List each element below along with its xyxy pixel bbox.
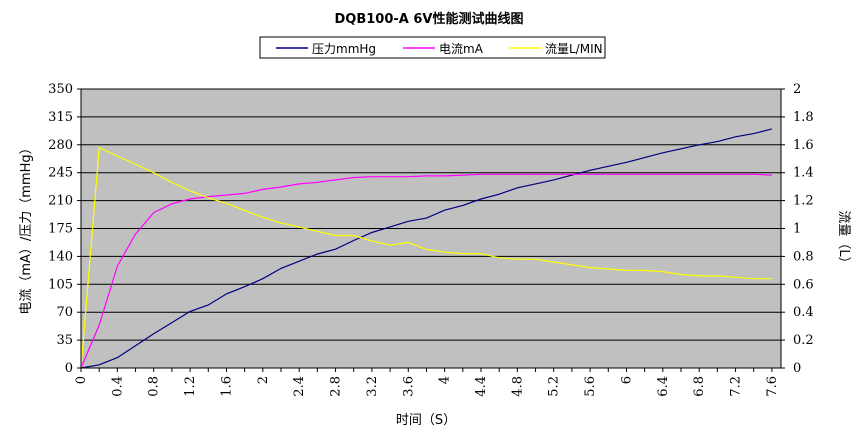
y-tick-label: 175 (48, 222, 73, 237)
x-tick-label: 4.8 (510, 376, 525, 397)
y-axis-label-right: 流量（L） (836, 210, 851, 269)
y2-tick-label: 0.6 (793, 277, 814, 292)
x-tick-label: 0.8 (147, 376, 162, 397)
x-tick-label: 1.6 (219, 376, 234, 397)
x-tick-label: 6.4 (656, 376, 671, 397)
series-line-3 (80, 146, 772, 369)
x-tick-label: 4.4 (474, 376, 489, 397)
chart-title: DQB100-A 6V性能测试曲线图 (335, 11, 524, 27)
legend: 压力mmHg 电流mA 流量L/MIN (259, 36, 606, 59)
series-line-1 (80, 128, 773, 369)
gridlines (81, 88, 781, 341)
x-tick-label: 6.8 (692, 376, 707, 397)
y-axis-label-left: 电流（mA）/压力（mmHg） (19, 141, 34, 314)
x-tick-label: 2 (256, 376, 271, 384)
series-layer (80, 128, 773, 369)
axes: 0357010514017521024528031535000.20.40.60… (48, 82, 814, 397)
y2-tick-label: 0 (793, 361, 801, 376)
x-tick-label: 2.8 (329, 376, 344, 397)
y2-tick-label: 1.4 (793, 166, 814, 181)
y2-tick-label: 0.4 (793, 305, 814, 320)
series-line-2 (80, 173, 772, 369)
y2-tick-label: 2 (793, 82, 801, 97)
x-tick-label: 0 (74, 376, 89, 384)
x-tick-label: 1.2 (183, 376, 198, 397)
x-tick-label: 7.2 (729, 376, 744, 397)
x-tick-label: 5.6 (583, 376, 598, 397)
x-tick-label: 2.4 (292, 376, 307, 397)
y-tick-label: 350 (48, 82, 73, 97)
y2-tick-label: 1 (793, 222, 801, 237)
y2-tick-label: 0.2 (793, 333, 814, 348)
y2-tick-label: 1.8 (793, 110, 814, 125)
y-tick-label: 245 (48, 166, 73, 181)
legend-label: 电流mA (439, 42, 484, 56)
x-tick-label: 5.2 (547, 376, 562, 397)
x-tick-label: 7.6 (765, 376, 780, 397)
y-tick-label: 35 (56, 333, 73, 348)
y-tick-label: 105 (48, 277, 73, 292)
y2-tick-label: 1.2 (793, 194, 814, 209)
x-tick-label: 6 (619, 376, 634, 384)
y-tick-label: 0 (65, 361, 73, 376)
legend-label: 流量L/MIN (545, 42, 603, 56)
x-tick-label: 3.6 (401, 376, 416, 397)
y-tick-label: 280 (48, 138, 73, 153)
y2-tick-label: 1.6 (793, 138, 814, 153)
x-axis-label: 时间（S） (396, 413, 456, 428)
x-tick-label: 3.2 (365, 376, 380, 397)
legend-label: 压力mmHg (312, 42, 376, 56)
y-tick-label: 315 (48, 110, 73, 125)
x-tick-label: 0.4 (110, 376, 125, 397)
y2-tick-label: 0.8 (793, 249, 814, 264)
y-tick-label: 140 (48, 249, 73, 264)
y-tick-label: 70 (56, 305, 73, 320)
x-tick-label: 4 (438, 376, 453, 384)
y-tick-label: 210 (48, 194, 73, 209)
